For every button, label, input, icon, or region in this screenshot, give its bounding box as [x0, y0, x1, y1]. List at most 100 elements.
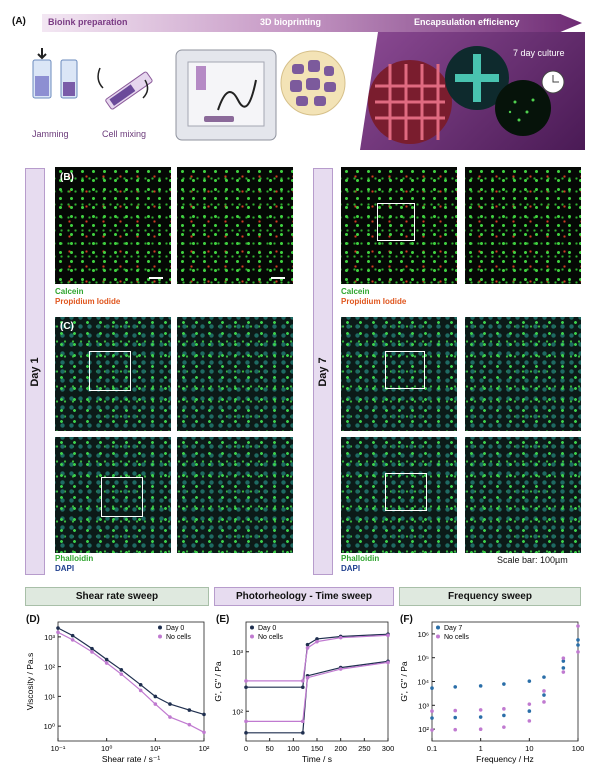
data-point: [168, 702, 172, 706]
data-point: [561, 659, 566, 663]
header-frequency: Frequency sweep: [399, 587, 581, 606]
legend-marker: [250, 634, 254, 639]
legend-label: No cells: [166, 634, 191, 641]
y-tick-label: 10⁰: [44, 722, 55, 731]
data-point: [430, 728, 434, 732]
x-tick-label: 10¹: [150, 744, 161, 753]
panel-label-f: (F): [400, 614, 413, 625]
x-tick-label: 150: [311, 744, 324, 753]
y-tick-label: 10¹: [44, 692, 55, 701]
micrograph-b-day7-zoom: [465, 167, 581, 284]
data-point: [315, 639, 319, 644]
data-point: [301, 685, 305, 690]
micrograph-c2-day7-zoom: [465, 437, 581, 553]
data-point: [338, 667, 343, 671]
header-shear-rate: Shear rate sweep: [25, 587, 209, 606]
series-line: [57, 627, 205, 715]
pi-label-day7: Propidium Iodide: [341, 297, 407, 306]
data-point: [502, 707, 506, 711]
data-point: [119, 672, 124, 676]
data-point: [561, 670, 566, 674]
y-axis-label: G', G'' / Pa: [213, 661, 223, 702]
x-tick-label: 0.1: [427, 744, 437, 753]
x-tick-label: 100: [572, 744, 584, 753]
x-tick-label: 10⁻¹: [51, 744, 66, 753]
data-point: [153, 702, 158, 706]
panel-label-d: (D): [26, 614, 40, 625]
data-point: [138, 688, 143, 693]
y-tick-label: 10⁵: [418, 654, 429, 663]
calcein-label-day1: Calcein: [55, 287, 84, 296]
data-point: [202, 712, 206, 717]
x-tick-label: 100: [287, 744, 300, 753]
data-point: [430, 686, 434, 690]
banner-step-bioprinting: 3D bioprinting: [260, 17, 321, 27]
data-point: [542, 675, 546, 679]
x-tick-label: 300: [382, 744, 394, 753]
x-tick-label: 200: [334, 744, 347, 753]
x-tick-label: 250: [358, 744, 371, 753]
data-point: [202, 730, 206, 735]
data-point: [119, 668, 124, 672]
culture-label: 7 day culture: [513, 48, 565, 58]
data-point: [90, 650, 94, 654]
data-point: [502, 713, 506, 718]
data-point: [478, 708, 483, 712]
jamming-label: Jamming: [32, 129, 69, 139]
banner-step-bioink: Bioink preparation: [48, 17, 128, 27]
data-point: [305, 646, 310, 650]
data-point: [56, 626, 60, 630]
plot-frame: [57, 621, 205, 742]
data-point: [301, 679, 305, 683]
printed-construct-inset: [280, 50, 346, 116]
micrograph-c2-day1: [55, 437, 171, 553]
pi-label-day1: Propidium Iodide: [55, 297, 121, 306]
data-point: [138, 682, 143, 687]
data-point: [386, 633, 390, 638]
encapsulation-circles: [368, 46, 565, 144]
dapi-label-day1: DAPI: [55, 564, 75, 573]
legend-marker: [158, 634, 162, 639]
legend-marker: [250, 625, 254, 630]
data-point: [527, 719, 532, 723]
data-point: [301, 719, 305, 724]
data-point: [576, 638, 580, 642]
data-point: [478, 727, 483, 732]
chart-frequency: 0.1 1 10 100 10² 10³ 10⁴ 10⁵ 10⁶ Frequency / Hz G'…: [399, 621, 584, 764]
series-line: [246, 633, 389, 688]
data-point: [576, 650, 580, 654]
y-tick-label: 10²: [44, 663, 55, 672]
data-point: [453, 685, 458, 689]
micrograph-c2-day1-zoom: [177, 437, 293, 553]
micrograph-b-day1: [55, 167, 171, 284]
dapi-label-day7: DAPI: [341, 564, 361, 573]
data-point: [90, 646, 94, 651]
data-point: [527, 679, 532, 683]
bioprinter-illustration: [175, 49, 277, 141]
micrograph-b-day7: [341, 167, 457, 284]
data-point: [244, 679, 248, 683]
x-tick-label: 10: [525, 744, 533, 753]
data-point: [315, 637, 319, 641]
x-axis-label: Time / s: [302, 754, 332, 764]
series-line: [57, 631, 205, 733]
header-photorheology: Photorheology - Time sweep: [214, 587, 394, 606]
micrograph-c2-day7: [341, 437, 457, 553]
legend-marker: [158, 625, 162, 630]
x-tick-label: 1: [479, 744, 483, 753]
data-point: [453, 715, 458, 720]
data-point: [561, 666, 566, 670]
data-point: [478, 715, 483, 719]
micrograph-c1-day7-zoom: [465, 317, 581, 431]
data-point: [305, 642, 310, 647]
y-tick-label: 10²: [232, 707, 243, 716]
y-tick-label: 10³: [44, 633, 55, 642]
data-point: [70, 633, 75, 638]
chart-shear-rate: 10⁻¹ 10⁰ 10¹ 10² 10⁰ 10¹ 10² 10³ Shear rate / s⁻…: [25, 621, 210, 764]
data-point: [338, 635, 343, 640]
y-axis-label: Viscosity / Pa.s: [25, 653, 35, 710]
data-point: [187, 722, 192, 727]
data-point: [104, 661, 109, 665]
x-tick-label: 10²: [199, 744, 210, 753]
x-tick-label: 10⁰: [101, 744, 112, 753]
